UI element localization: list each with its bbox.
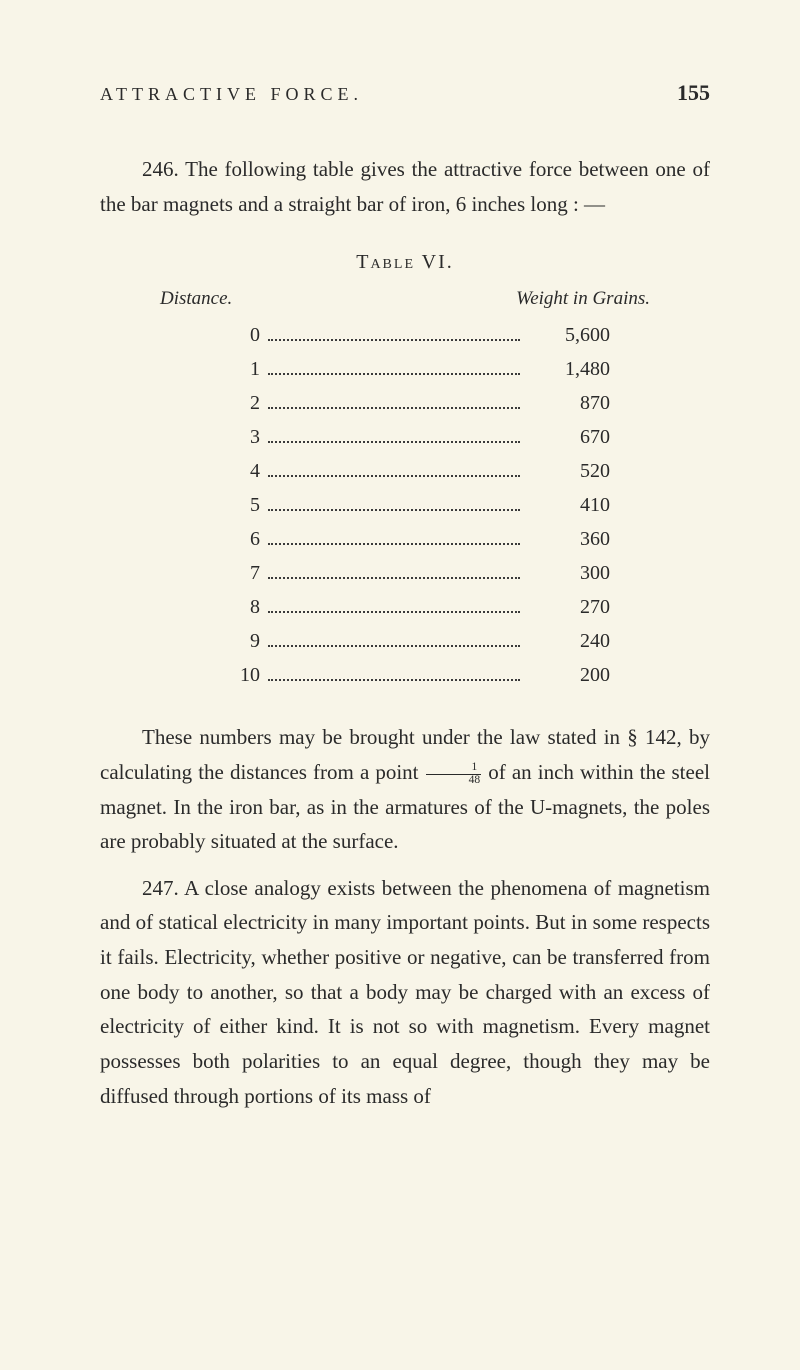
table-row: 6 360 xyxy=(220,522,610,556)
weight-value: 520 xyxy=(530,454,610,488)
distance-value: 8 xyxy=(220,590,260,624)
fraction-1-48: 148 xyxy=(426,762,482,786)
distance-value: 4 xyxy=(220,454,260,488)
table-row: 10 200 xyxy=(220,658,610,692)
weight-value: 270 xyxy=(530,590,610,624)
weight-value: 670 xyxy=(530,420,610,454)
table-row: 2 870 xyxy=(220,386,610,420)
table-title: Table VI. xyxy=(100,251,710,274)
weight-value: 1,480 xyxy=(530,352,610,386)
leader-dots xyxy=(268,495,520,511)
distance-value: 9 xyxy=(220,624,260,658)
table-row: 7 300 xyxy=(220,556,610,590)
table-row: 8 270 xyxy=(220,590,610,624)
leader-dots xyxy=(268,529,520,545)
weight-value: 300 xyxy=(530,556,610,590)
col-distance: Distance. xyxy=(160,288,340,310)
table-row: 1 1,480 xyxy=(220,352,610,386)
paragraph-section-142: These numbers may be brought under the l… xyxy=(100,720,710,859)
table-row: 3 670 xyxy=(220,420,610,454)
table-row: 4 520 xyxy=(220,454,610,488)
col-weight: Weight in Grains. xyxy=(340,288,650,310)
leader-dots xyxy=(268,563,520,579)
weight-value: 870 xyxy=(530,386,610,420)
paragraph-247: 247. A close analogy exists between the … xyxy=(100,871,710,1113)
leader-dots xyxy=(268,359,520,375)
distance-value: 0 xyxy=(220,318,260,352)
distance-value: 6 xyxy=(220,522,260,556)
leader-dots xyxy=(268,325,520,341)
distance-value: 7 xyxy=(220,556,260,590)
table-row: 9 240 xyxy=(220,624,610,658)
leader-dots xyxy=(268,631,520,647)
page-number: 155 xyxy=(677,80,710,106)
leader-dots xyxy=(268,461,520,477)
leader-dots xyxy=(268,665,520,681)
table-row: 0 5,600 xyxy=(220,318,610,352)
distance-value: 5 xyxy=(220,488,260,522)
weight-value: 5,600 xyxy=(530,318,610,352)
table-row: 5 410 xyxy=(220,488,610,522)
distance-value: 3 xyxy=(220,420,260,454)
leader-dots xyxy=(268,597,520,613)
weight-value: 410 xyxy=(530,488,610,522)
distance-value: 10 xyxy=(220,658,260,692)
weight-value: 360 xyxy=(530,522,610,556)
leader-dots xyxy=(268,393,520,409)
weight-value: 200 xyxy=(530,658,610,692)
page-header: ATTRACTIVE FORCE. 155 xyxy=(100,80,710,106)
page: ATTRACTIVE FORCE. 155 246. The following… xyxy=(0,0,800,1370)
paragraph-246: 246. The following table gives the attra… xyxy=(100,152,710,221)
running-head: ATTRACTIVE FORCE. xyxy=(100,84,363,105)
table-column-headers: Distance. Weight in Grains. xyxy=(160,288,650,310)
distance-value: 1 xyxy=(220,352,260,386)
leader-dots xyxy=(268,427,520,443)
distance-value: 2 xyxy=(220,386,260,420)
weight-value: 240 xyxy=(530,624,610,658)
table-body: 0 5,600 1 1,480 2 870 3 670 4 520 5 410 6 360 7 300 8 270… xyxy=(220,318,610,692)
